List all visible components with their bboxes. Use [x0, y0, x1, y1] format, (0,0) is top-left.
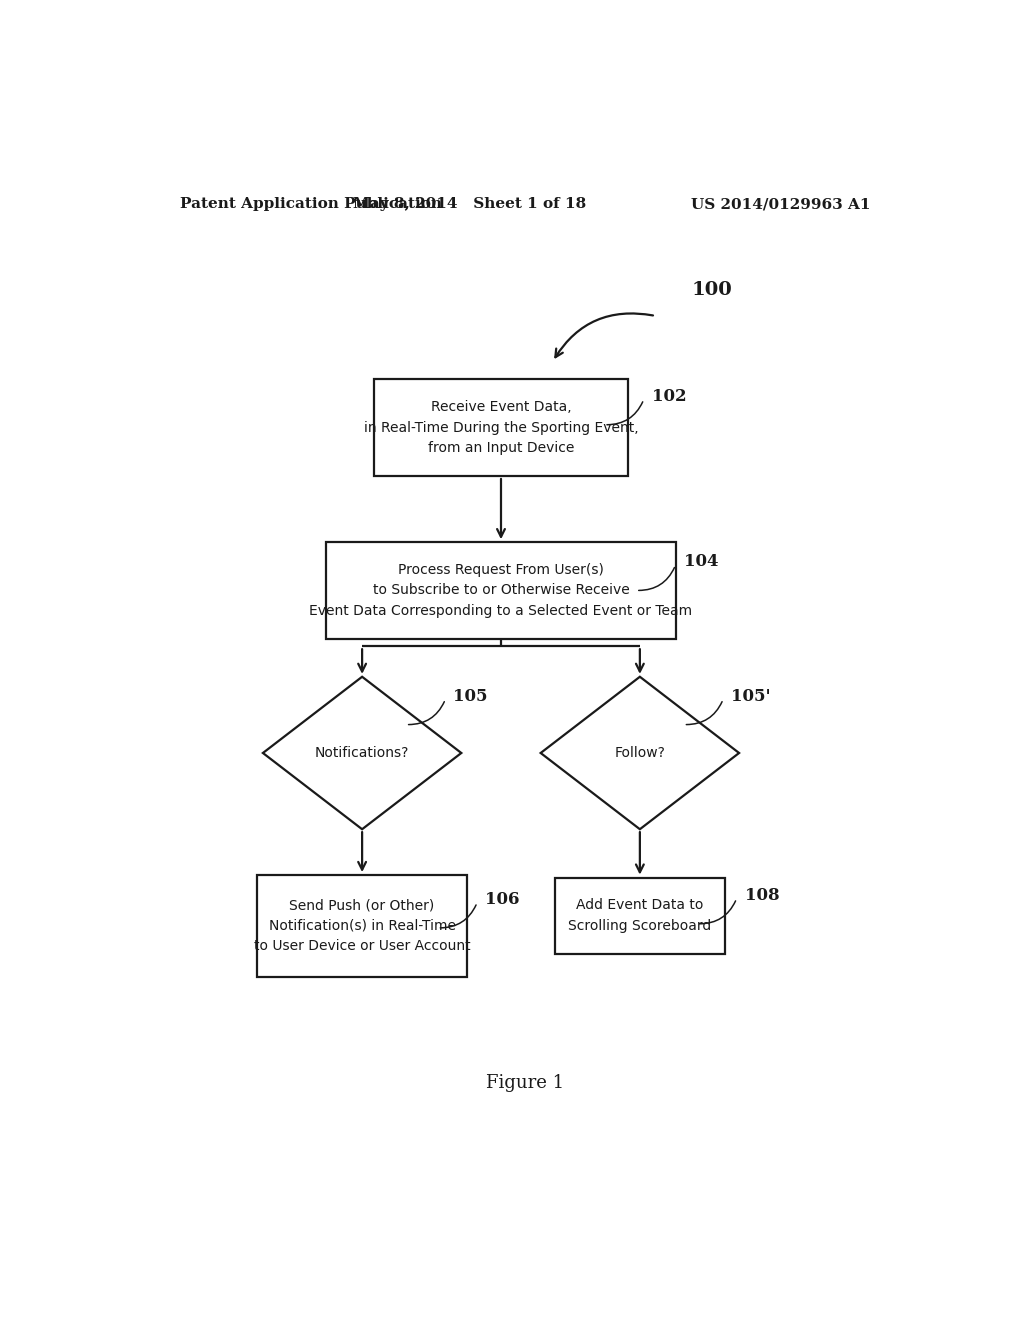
Text: Figure 1: Figure 1	[485, 1074, 564, 1093]
Text: 105': 105'	[731, 688, 771, 705]
Bar	[374, 379, 628, 477]
Bar	[327, 543, 676, 639]
Text: 108: 108	[744, 887, 779, 904]
Polygon shape	[541, 677, 739, 829]
Text: Receive Event Data,
in Real-Time During the Sporting Event,
from an Input Device: Receive Event Data, in Real-Time During …	[364, 400, 638, 455]
Text: Add Event Data to
Scrolling Scoreboard: Add Event Data to Scrolling Scoreboard	[568, 899, 712, 933]
Text: Process Request From User(s)
to Subscribe to or Otherwise Receive
Event Data Cor: Process Request From User(s) to Subscrib…	[309, 562, 692, 618]
Text: Notifications?: Notifications?	[315, 746, 410, 760]
Polygon shape	[263, 677, 461, 829]
Text: 105: 105	[454, 688, 487, 705]
Bar	[555, 878, 725, 954]
Text: 100: 100	[691, 281, 732, 298]
Text: Patent Application Publication: Patent Application Publication	[179, 197, 441, 211]
Text: 104: 104	[684, 553, 718, 570]
Text: Send Push (or Other)
Notification(s) in Real-Time
to User Device or User Account: Send Push (or Other) Notification(s) in …	[254, 898, 470, 953]
Text: 102: 102	[652, 388, 686, 405]
Text: Follow?: Follow?	[614, 746, 666, 760]
Text: 106: 106	[485, 891, 519, 908]
Bar	[257, 875, 467, 977]
Text: US 2014/0129963 A1: US 2014/0129963 A1	[690, 197, 870, 211]
Text: May 8, 2014   Sheet 1 of 18: May 8, 2014 Sheet 1 of 18	[352, 197, 586, 211]
